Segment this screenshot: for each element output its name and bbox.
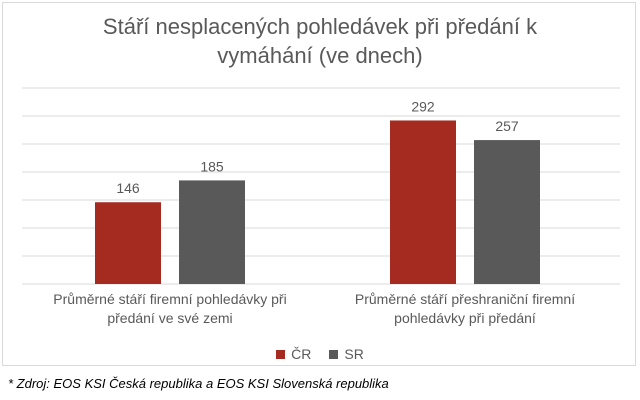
source-footnote: * Zdroj: EOS KSI Česká republika a EOS K…	[8, 376, 389, 391]
data-label-cr-0: 146	[116, 180, 140, 196]
bar-cr-0	[95, 202, 161, 284]
category-label-domestic-line-1: Průměrné stáří firemní pohledávky při	[53, 291, 287, 307]
chart-legend: ČR SR	[0, 346, 640, 362]
category-label-domestic-line-2: předání ve své zemi	[107, 310, 233, 326]
legend-item-sr: SR	[329, 346, 364, 362]
category-label-domestic: Průměrné stáří firemní pohledávky při př…	[40, 290, 300, 328]
chart-title-line-2: vymáhání (ve dnech)	[217, 43, 423, 68]
legend-label-cr: ČR	[291, 346, 312, 362]
data-label-sr-0: 185	[200, 158, 224, 174]
chart-title: Stáří nesplacených pohledávek při předán…	[40, 12, 600, 70]
legend-label-sr: SR	[344, 346, 364, 362]
category-label-crossborder-line-1: Průměrné stáří přeshraniční firemní	[354, 291, 576, 307]
legend-item-cr: ČR	[276, 346, 311, 362]
category-label-crossborder-line-2: pohledávky při předání	[394, 310, 536, 326]
bar-sr-0	[179, 180, 245, 284]
data-label-sr-1: 257	[495, 118, 519, 134]
bar-sr-1	[474, 140, 540, 284]
bar-cr-1	[390, 120, 456, 284]
legend-swatch-sr	[329, 349, 339, 359]
legend-swatch-cr	[276, 349, 286, 359]
chart-title-line-1: Stáří nesplacených pohledávek při předán…	[102, 14, 538, 39]
category-label-crossborder: Průměrné stáří přeshraniční firemní pohl…	[335, 290, 595, 328]
data-label-cr-1: 292	[411, 98, 435, 114]
